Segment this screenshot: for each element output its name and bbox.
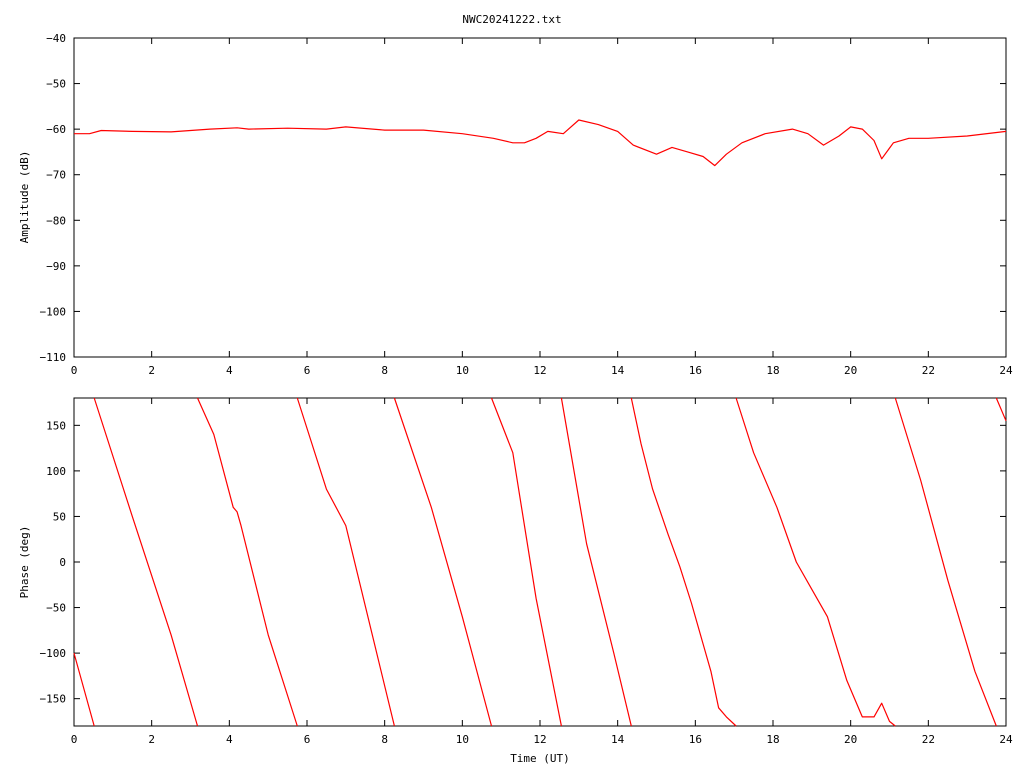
- amplitude-tick-labels: 0 2 4 6 8 10 12 14 16 18 20 22 24−110−100−90−80−70−6…: [40, 32, 1013, 377]
- phase-x-tick-label: 24: [999, 733, 1013, 746]
- amplitude-y-tick-label: −80: [46, 214, 66, 227]
- amplitude-y-tick-label: −110: [40, 351, 67, 364]
- phase-plot-frame: [73, 397, 1007, 727]
- amplitude-ticks: [73, 37, 1007, 358]
- amplitude-y-tick-label: −50: [46, 78, 66, 91]
- phase-tick-labels: 0 2 4 6 8 10 12 14 16 18 20 22 24−150−100−5005010015…: [40, 419, 1013, 746]
- amplitude-x-tick-label: 18: [766, 364, 779, 377]
- amplitude-x-tick-label: 24: [999, 364, 1013, 377]
- amplitude-x-tick-label: 10: [456, 364, 469, 377]
- amplitude-x-tick-label: 8: [381, 364, 388, 377]
- phase-x-tick-label: 20: [844, 733, 857, 746]
- phase-x-tick-label: 12: [533, 733, 546, 746]
- phase-ticks: [73, 398, 1007, 726]
- phase-x-tick-label: 0: [71, 733, 78, 746]
- phase-y-tick-label: 100: [46, 465, 66, 478]
- amplitude-x-tick-label: 2: [148, 364, 155, 377]
- phase-y-tick-label: 150: [46, 419, 66, 432]
- phase-y-tick-label: −150: [40, 693, 67, 706]
- amplitude-panel: 0 2 4 6 8 10 12 14 16 18 20 22 24−110−100−90−80−70−6…: [18, 32, 1013, 377]
- amplitude-series-layer: [74, 119, 1007, 167]
- phase-y-tick-label: 0: [59, 556, 66, 569]
- phase-y-tick-label: −50: [46, 602, 66, 615]
- amplitude-plot-frame: [73, 37, 1007, 358]
- amplitude-x-tick-label: 6: [304, 364, 311, 377]
- amplitude-y-tick-label: −40: [46, 32, 66, 45]
- phase-x-tick-label: 18: [766, 733, 779, 746]
- phase-x-tick-label: 2: [148, 733, 155, 746]
- phase-y-tick-label: 50: [53, 510, 66, 523]
- amplitude-x-tick-label: 22: [922, 364, 935, 377]
- amplitude-y-tick-label: −90: [46, 260, 66, 273]
- phase-x-tick-label: 14: [611, 733, 625, 746]
- amplitude-y-tick-label: −60: [46, 123, 66, 136]
- amplitude-x-tick-label: 12: [533, 364, 546, 377]
- phase-y-axis-label: Phase (deg): [18, 526, 31, 599]
- phase-x-tick-label: 6: [304, 733, 311, 746]
- amplitude-x-tick-label: 16: [689, 364, 702, 377]
- amplitude-x-tick-label: 0: [71, 364, 78, 377]
- amplitude-series-line: [74, 119, 1007, 167]
- phase-x-tick-label: 10: [456, 733, 469, 746]
- amplitude-x-tick-label: 14: [611, 364, 625, 377]
- phase-x-axis-label: Time (UT): [510, 752, 570, 765]
- phase-series-layer: [73, 397, 1007, 727]
- amplitude-y-tick-label: −70: [46, 169, 66, 182]
- amplitude-y-axis-label: Amplitude (dB): [18, 151, 31, 244]
- amplitude-x-tick-label: 20: [844, 364, 857, 377]
- amplitude-x-tick-label: 4: [226, 364, 233, 377]
- chart-title: NWC20241222.txt: [462, 13, 561, 26]
- amplitude-y-tick-label: −100: [40, 305, 67, 318]
- phase-x-tick-label: 4: [226, 733, 233, 746]
- phase-series-line: [73, 397, 1007, 727]
- phase-panel: 0 2 4 6 8 10 12 14 16 18 20 22 24−150−100−5005010015…: [18, 397, 1013, 765]
- phase-x-tick-label: 8: [381, 733, 388, 746]
- phase-y-tick-label: −100: [40, 647, 67, 660]
- phase-x-tick-label: 16: [689, 733, 702, 746]
- phase-x-tick-label: 22: [922, 733, 935, 746]
